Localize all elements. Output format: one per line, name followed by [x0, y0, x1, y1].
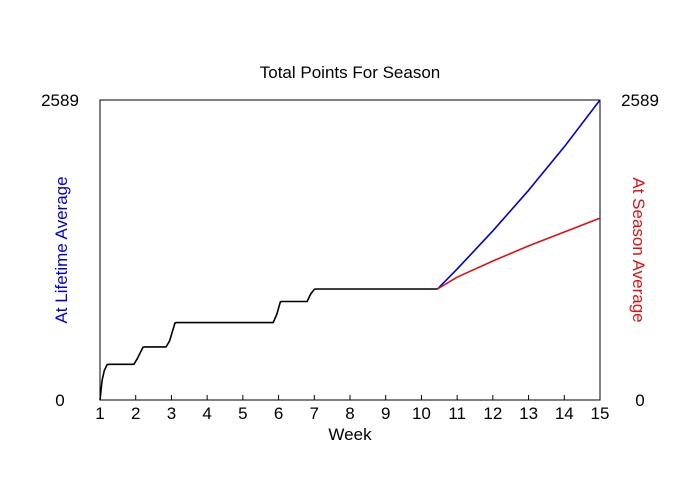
x-tick-label: 10: [412, 404, 431, 423]
plot-frame: [99, 99, 601, 401]
x-tick-label: 1: [95, 404, 104, 423]
x-tick-label: 14: [555, 404, 574, 423]
x-tick-label: 9: [381, 404, 390, 423]
y-tick-right-min: 0: [635, 391, 644, 410]
x-axis-ticks: 1 2 3 4 5 6 7 8 9 10 11 12 13 14 15: [95, 395, 609, 423]
x-tick-label: 4: [202, 404, 211, 423]
x-tick-label: 11: [448, 404, 466, 423]
x-axis-label: Week: [328, 425, 372, 444]
x-tick-label: 6: [274, 404, 283, 423]
y-tick-left-max: 2589: [41, 91, 79, 110]
x-tick-label: 3: [167, 404, 176, 423]
series-line-season: [437, 217, 601, 290]
series-line-lifetime: [436, 99, 601, 290]
y-axis-label-right: At Season Average: [629, 177, 648, 322]
x-tick-label: 15: [591, 404, 610, 423]
x-tick-label: 2: [131, 404, 140, 423]
x-tick-label: 5: [238, 404, 247, 423]
y-tick-right-max: 2589: [621, 91, 659, 110]
y-axis-label-left: At Lifetime Average: [52, 176, 71, 323]
x-tick-label: 13: [519, 404, 538, 423]
y-tick-left-min: 0: [55, 391, 64, 410]
x-tick-label: 7: [310, 404, 319, 423]
series-line-actual: [99, 288, 438, 401]
x-tick-label: 8: [345, 404, 354, 423]
x-tick-label: 12: [483, 404, 502, 423]
series-layer: [99, 99, 601, 401]
chart-title: Total Points For Season: [260, 63, 440, 82]
